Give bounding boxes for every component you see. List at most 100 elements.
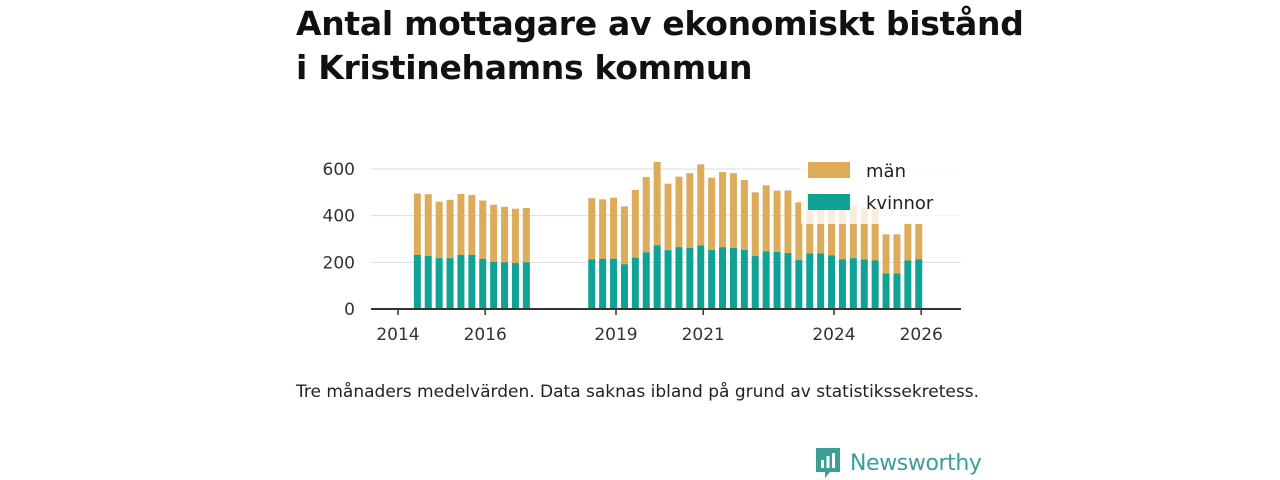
bar-kvinnor [719,247,727,309]
bar-kvinnor [631,257,639,309]
legend-swatch-kvinnor [808,194,850,210]
bar-kvinnor [599,258,607,309]
bar-man [588,198,596,260]
bar-kvinnor [882,273,890,309]
bar-kvinnor [828,255,836,309]
bar-kvinnor [773,251,781,309]
bar-man [631,190,639,258]
bar-kvinnor [610,258,618,309]
bar-man [653,162,661,246]
bar-man [501,206,509,263]
x-tick-label: 2024 [812,325,855,345]
bar-kvinnor [468,254,476,309]
bar-kvinnor [751,256,759,309]
bar-kvinnor [838,259,846,309]
bar-man [686,173,694,248]
bar-man [828,201,836,256]
title-line-2: i Kristinehamns kommun [296,48,753,87]
chart-area: 0 200 400 600 2014 2016 2019 2021 2024 2026 män kvi… [296,140,996,350]
bar-man [511,208,519,264]
bar-kvinnor [849,258,857,309]
bar-kvinnor [413,254,421,309]
bar-kvinnor [501,262,509,309]
legend-label-kvinnor: kvinnor [866,193,934,214]
bar-man [838,207,846,260]
bar-man [675,176,683,248]
x-tick-label: 2016 [464,325,507,345]
y-tick-label: 200 [323,253,355,273]
bar-kvinnor [915,259,923,309]
y-tick-label: 600 [323,160,355,180]
newsworthy-logo-icon [816,448,840,478]
bar-kvinnor [806,253,814,309]
x-tick-label: 2021 [682,325,725,345]
legend-swatch-man [808,162,850,178]
chart-title: Antal mottagare av ekonomiskt bistånd i … [296,2,1056,90]
bar-kvinnor [675,247,683,309]
bar-kvinnor [424,256,432,309]
bar-kvinnor [740,249,748,309]
bar-kvinnor [490,261,498,309]
bar-man [620,206,628,265]
bar-man [610,197,618,259]
bar-kvinnor [479,258,487,309]
bar-man [849,205,857,259]
bar-kvinnor [817,253,825,309]
bar-man [751,192,759,257]
bar-man [719,172,727,248]
bar-kvinnor [871,260,879,309]
bar-kvinnor [708,249,716,309]
bar-man [599,199,607,259]
bar-man [773,190,781,252]
bar-kvinnor [522,262,530,309]
bar-kvinnor [642,252,650,309]
bar-kvinnor [795,260,803,309]
bar-man [642,176,650,253]
bar-kvinnor [653,245,661,309]
bar-man [522,207,530,263]
stacked-bar-chart: 0 200 400 600 2014 2016 2019 2021 2024 2026 män kvi… [323,156,961,345]
bar-kvinnor [620,264,628,309]
bar-kvinnor [435,258,443,309]
brand-logo[interactable]: Newsworthy [814,446,982,480]
bar-man [446,199,454,259]
bar-man [729,173,737,248]
bar-man [915,223,923,260]
brand-name: Newsworthy [850,450,982,476]
bar-man [708,177,716,250]
bar-man [893,234,901,274]
bar-kvinnor [446,258,454,309]
bar-kvinnor [762,251,770,309]
bar-kvinnor [511,263,519,309]
legend-label-man: män [866,161,906,182]
y-tick-label: 0 [344,300,355,320]
bar-kvinnor [784,253,792,309]
bar-man [424,194,432,257]
bar-kvinnor [904,260,912,309]
bar-kvinnor [588,259,596,309]
bar-man [740,179,748,250]
bar-man [904,223,912,261]
bar-man [697,164,705,246]
chart-caption: Tre månaders medelvärden. Data saknas ib… [296,382,979,402]
bar-man [762,185,770,252]
bar-kvinnor [664,250,672,309]
x-tick-label: 2026 [900,325,943,345]
bar-man [413,193,421,255]
bar-kvinnor [893,273,901,309]
bar-man [468,194,476,255]
y-tick-label: 400 [323,207,355,227]
bar-kvinnor [697,245,705,309]
title-line-1: Antal mottagare av ekonomiskt bistånd [296,4,1024,43]
bar-kvinnor [729,247,737,309]
bar-man [784,190,792,253]
bar-kvinnor [457,254,465,309]
bar-kvinnor [860,259,868,309]
x-tick-label: 2014 [376,325,419,345]
bar-man [860,207,868,260]
bar-man [882,234,890,274]
x-tick-label: 2019 [594,325,637,345]
bar-man [490,204,498,262]
bar-man [457,193,465,255]
bar-kvinnor [686,247,694,309]
